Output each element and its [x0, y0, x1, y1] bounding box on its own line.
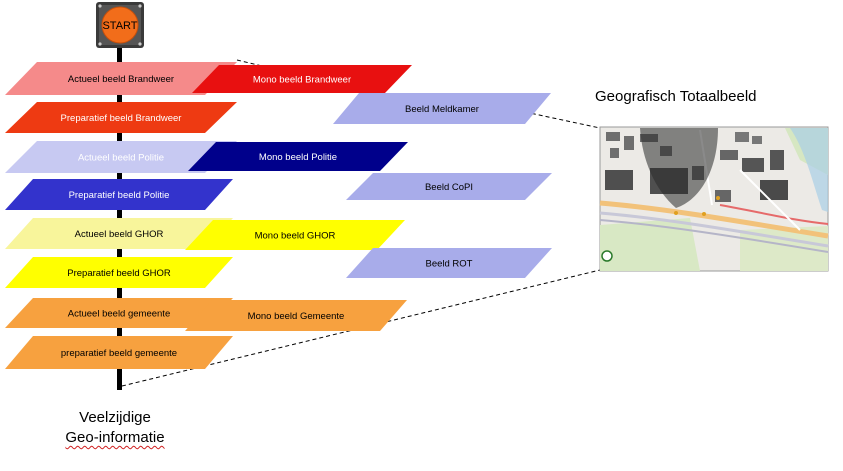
mono-layer-3: Mono beeld Gemeente [185, 300, 407, 331]
shared-layer-2-shape [346, 248, 552, 278]
layer-7-shape [5, 336, 233, 369]
layer-0: Actueel beeld Brandweer [5, 62, 237, 95]
layer-6-label: Actueel beeld gemeente [68, 309, 170, 320]
mono-layer-3-label: Mono beeld Gemeente [248, 311, 345, 322]
layer-1-shape [5, 102, 237, 133]
layer-6-shape [5, 298, 233, 328]
layer-7-label: preparatief beeld gemeente [61, 348, 177, 359]
bottom-label-line1: Veelzijdige [79, 409, 151, 426]
layer-4: Actueel beeld GHOR [5, 218, 233, 249]
mono-layer-1: Mono beeld Politie [188, 142, 408, 171]
start-button[interactable]: START [96, 2, 144, 48]
mono-layer-3-shape [185, 300, 407, 331]
shared-layer-1-label: Beeld CoPI [425, 182, 473, 193]
layer-2: Actueel beeld Politie [5, 141, 237, 173]
layer-1: Preparatief beeld Brandweer [5, 102, 237, 133]
shared-layer-0-shape [333, 93, 551, 124]
bottom-label-line2: Geo-informatie [65, 429, 165, 446]
mono-layer-0-shape [192, 65, 412, 93]
shared-layer-1: Beeld CoPI [346, 173, 552, 200]
layer-3: Preparatief beeld Politie [5, 179, 233, 210]
layer-5: Preparatief beeld GHOR [5, 257, 233, 288]
shared-layer-1-shape [346, 173, 552, 200]
shared-layer-2: Beeld ROT [346, 248, 552, 278]
start-label: START [102, 20, 137, 32]
geo-title: Geografisch Totaalbeeld [595, 88, 757, 105]
layer-5-shape [5, 257, 233, 288]
mono-layer-1-shape [188, 142, 408, 171]
geo-map [599, 126, 829, 272]
mono-layer-2: Mono beeld GHOR [185, 220, 405, 250]
layer-1-label: Preparatief beeld Brandweer [61, 113, 182, 124]
layer-2-shape [5, 141, 237, 173]
layer-7: preparatief beeld gemeente [5, 336, 233, 369]
mono-layer-2-shape [185, 220, 405, 250]
shared-layer-0: Beeld Meldkamer [333, 93, 551, 124]
shared-layer-2-label: Beeld ROT [426, 259, 473, 270]
layer-4-label: Actueel beeld GHOR [75, 229, 164, 240]
mono-layer-0: Mono beeld Brandweer [192, 65, 412, 93]
layer-5-label: Preparatief beeld GHOR [67, 268, 171, 279]
layer-2-label: Actueel beeld Politie [78, 153, 164, 164]
mono-layer-2-label: Mono beeld GHOR [255, 231, 336, 242]
layer-0-shape [5, 62, 237, 95]
mono-layer-1-label: Mono beeld Politie [259, 152, 337, 163]
layer-6: Actueel beeld gemeente [5, 298, 233, 328]
shared-layer-0-label: Beeld Meldkamer [405, 104, 479, 115]
layer-3-label: Preparatief beeld Politie [69, 190, 170, 201]
mono-layer-0-label: Mono beeld Brandweer [253, 75, 351, 86]
bottom-label: Veelzijdige Geo-informatie [40, 408, 190, 448]
layer-4-shape [5, 218, 233, 249]
layer-3-shape [5, 179, 233, 210]
layer-0-label: Actueel beeld Brandweer [68, 74, 174, 85]
